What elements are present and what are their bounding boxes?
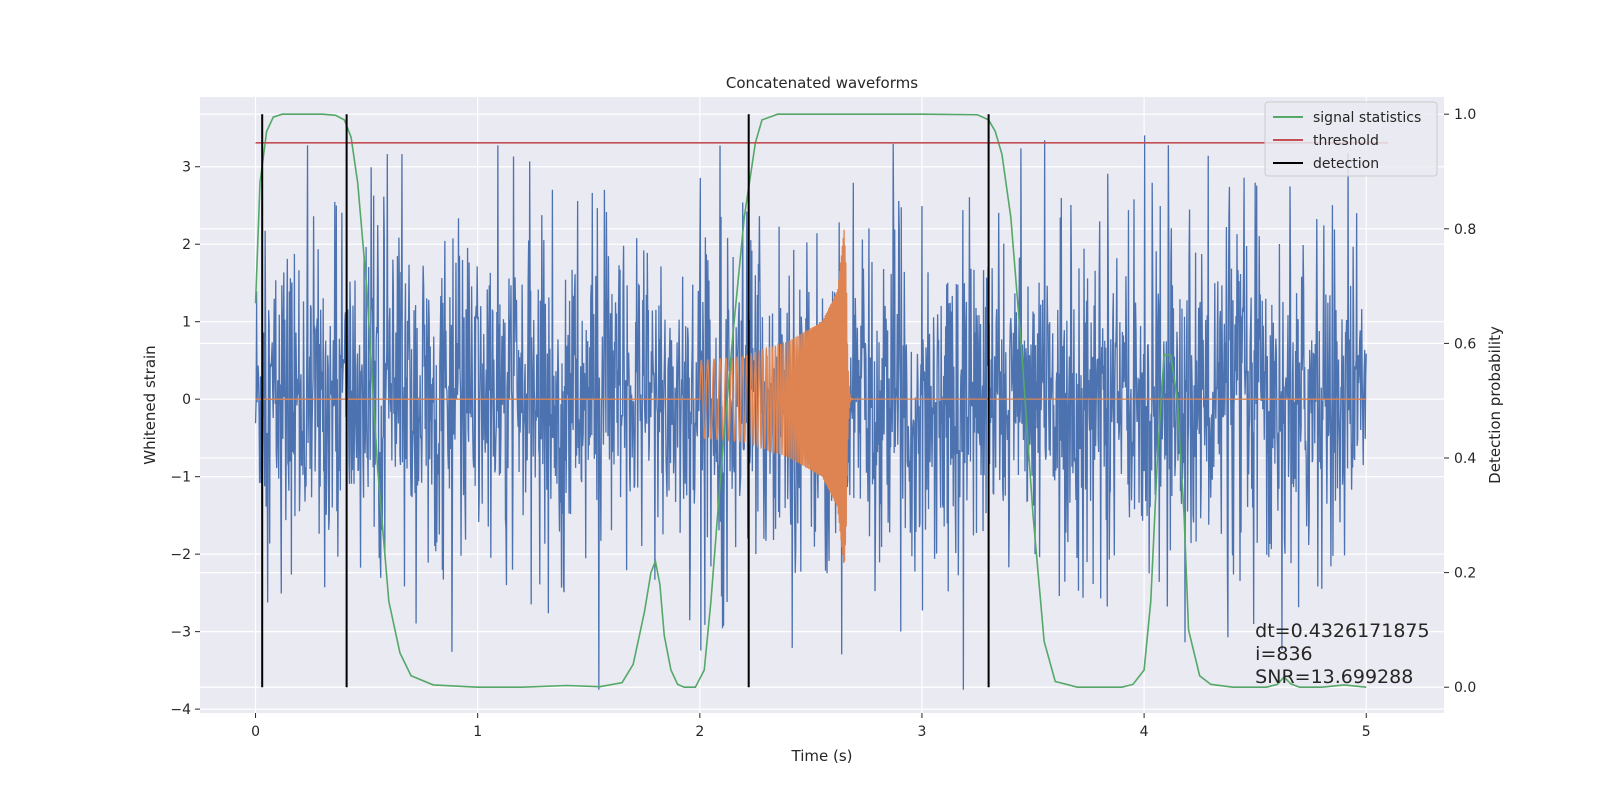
legend: signal statistics threshold detection xyxy=(1264,101,1438,177)
x-tick-label: 1 xyxy=(473,724,482,740)
signal-statistics-line xyxy=(254,113,1367,689)
legend-label: detection xyxy=(1313,156,1379,172)
chart-title: Concatenated waveforms xyxy=(726,74,918,92)
axes: 0 1 2 3 4 5 −4 −3 −2 −1 0 1 2 3 0.0 0.2 0.4 0.6 0.8 1.0 xyxy=(170,107,1476,740)
waveform-series-line xyxy=(255,229,1367,563)
data-layer xyxy=(254,113,1389,690)
y-tick-label: −2 xyxy=(170,547,191,563)
legend-label: threshold xyxy=(1313,133,1379,149)
y2-tick-label: 1.0 xyxy=(1454,107,1476,123)
y-tick-label: 0 xyxy=(182,392,191,408)
y-tick-label: −1 xyxy=(170,470,191,486)
y-tick-label: −4 xyxy=(170,702,191,718)
x-tick-label: 0 xyxy=(251,724,260,740)
y-tick-label: 1 xyxy=(182,315,191,331)
y-tick-label: 2 xyxy=(182,237,191,253)
y2-tick-label: 0.8 xyxy=(1454,222,1476,238)
y2-tick-label: 0.6 xyxy=(1454,336,1476,352)
legend-label: signal statistics xyxy=(1313,110,1421,126)
y-axis-label: Whitened strain xyxy=(141,345,159,464)
y2-tick-label: 0.4 xyxy=(1454,451,1476,467)
legend-box xyxy=(1264,101,1438,177)
y2-axis-label: Detection probability xyxy=(1486,326,1504,484)
y2-tick-label: 0.0 xyxy=(1454,680,1476,696)
annotation-text: dt=0.4326171875 xyxy=(1255,620,1429,642)
x-tick-label: 2 xyxy=(695,724,704,740)
y-tick-label: −3 xyxy=(170,625,191,641)
y2-tick-label: 0.2 xyxy=(1454,566,1476,582)
x-axis-label: Time (s) xyxy=(791,747,853,765)
y-tick-label: 3 xyxy=(182,160,191,176)
annotation-text: i=836 xyxy=(1255,643,1312,665)
x-tick-label: 4 xyxy=(1140,724,1149,740)
x-tick-label: 3 xyxy=(918,724,927,740)
x-tick-label: 5 xyxy=(1362,724,1371,740)
annotation-text: SNR=13.699288 xyxy=(1255,666,1413,688)
